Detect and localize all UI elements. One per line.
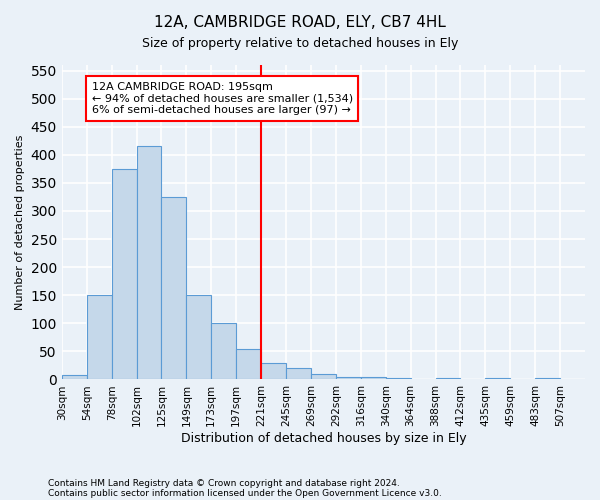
Bar <box>485 378 510 380</box>
Bar <box>261 362 286 380</box>
Text: Size of property relative to detached houses in Ely: Size of property relative to detached ho… <box>142 38 458 51</box>
Bar <box>112 169 137 380</box>
X-axis label: Distribution of detached houses by size in Ely: Distribution of detached houses by size … <box>181 432 466 445</box>
Bar <box>187 295 211 380</box>
Bar <box>137 146 161 380</box>
Bar <box>236 348 261 380</box>
Y-axis label: Number of detached properties: Number of detached properties <box>15 134 25 310</box>
Text: 12A, CAMBRIDGE ROAD, ELY, CB7 4HL: 12A, CAMBRIDGE ROAD, ELY, CB7 4HL <box>154 15 446 30</box>
Bar <box>361 377 386 380</box>
Bar <box>560 379 585 380</box>
Bar <box>436 378 460 380</box>
Bar <box>311 374 336 380</box>
Bar <box>62 375 87 380</box>
Text: Contains public sector information licensed under the Open Government Licence v3: Contains public sector information licen… <box>48 488 442 498</box>
Bar <box>87 295 112 380</box>
Bar <box>336 376 361 380</box>
Text: 12A CAMBRIDGE ROAD: 195sqm
← 94% of detached houses are smaller (1,534)
6% of se: 12A CAMBRIDGE ROAD: 195sqm ← 94% of deta… <box>92 82 353 115</box>
Text: Contains HM Land Registry data © Crown copyright and database right 2024.: Contains HM Land Registry data © Crown c… <box>48 478 400 488</box>
Bar <box>386 378 410 380</box>
Bar <box>286 368 311 380</box>
Bar <box>161 197 187 380</box>
Bar <box>211 324 236 380</box>
Bar <box>535 378 560 380</box>
